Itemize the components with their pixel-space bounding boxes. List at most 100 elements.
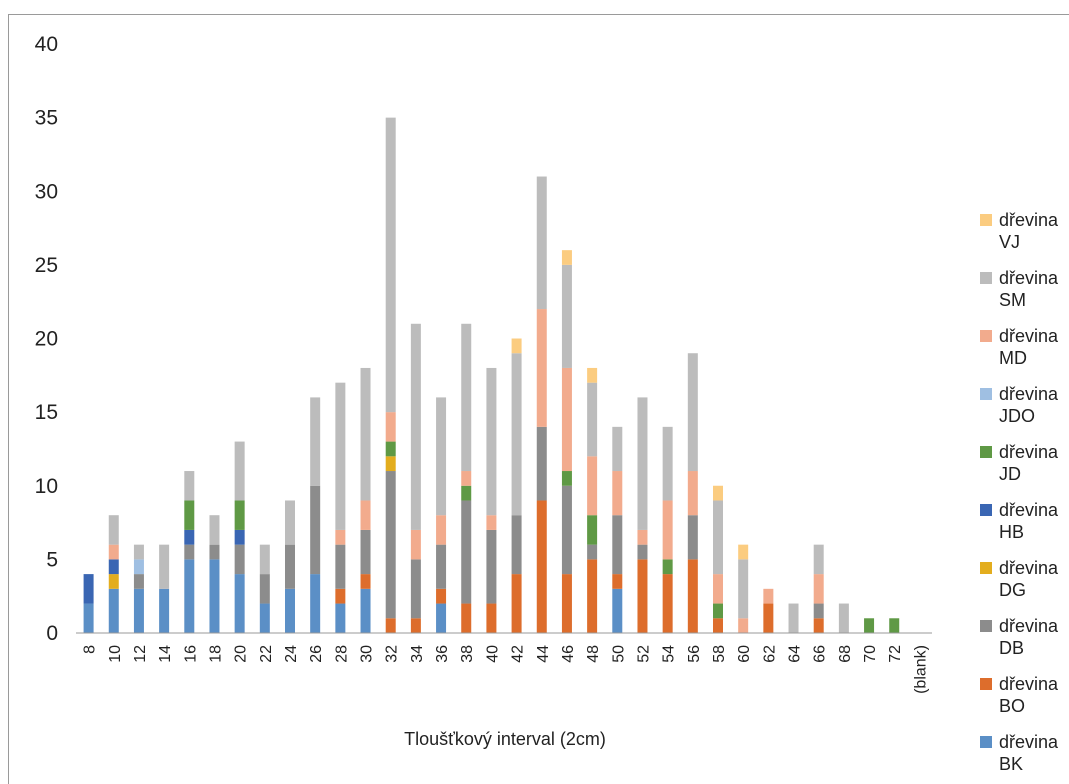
bar-segment — [259, 603, 270, 633]
bar-segment — [662, 426, 673, 501]
bar-segment — [713, 618, 723, 633]
bar-segment — [561, 574, 572, 633]
bar-segment — [335, 382, 346, 530]
chart-frame — [8, 14, 1069, 784]
bar-segment — [536, 176, 547, 310]
bar-segment — [285, 544, 295, 589]
bar-segment — [763, 588, 774, 604]
legend-swatch — [980, 620, 992, 632]
legend-label: dřevina HB — [999, 500, 1059, 542]
legend-label: dřevina JDO — [999, 384, 1059, 426]
bar-segment — [436, 544, 447, 589]
x-tick-label: 68 — [837, 645, 854, 663]
bar-segment — [285, 500, 295, 545]
y-tick-label: 5 — [46, 548, 58, 571]
bar-segment — [259, 574, 270, 604]
bar-segment — [108, 544, 119, 560]
bar-segment — [184, 559, 195, 633]
x-tick-label: 30 — [359, 645, 376, 663]
bar-segment — [637, 529, 648, 545]
x-tick-label: 58 — [711, 645, 728, 663]
y-tick-label: 25 — [35, 254, 58, 277]
x-tick-label: 28 — [333, 645, 350, 663]
bar-segment — [385, 618, 396, 633]
bar-segment — [385, 441, 396, 457]
x-tick-label: 36 — [434, 645, 451, 663]
legend-swatch — [980, 504, 992, 516]
legend-swatch — [980, 736, 992, 748]
bar-segment — [108, 574, 119, 589]
bar-segment — [511, 574, 522, 633]
x-tick-label: 48 — [585, 645, 602, 663]
bar-segment — [410, 618, 421, 633]
x-tick-label: 8 — [82, 645, 99, 654]
bar-segment — [587, 544, 598, 560]
bar-segment — [738, 544, 749, 560]
bar-segment — [637, 559, 648, 633]
legend-label: dřevina VJ — [999, 210, 1059, 252]
bar-segment — [612, 588, 623, 633]
bar-segment — [536, 309, 547, 427]
bar-segment — [486, 515, 497, 530]
bar-segment — [209, 544, 220, 560]
bar-segment — [83, 603, 94, 633]
x-tick-label: 60 — [736, 645, 753, 663]
bar-segment — [687, 559, 698, 633]
bars — [83, 117, 900, 633]
x-tick-label: 70 — [862, 645, 879, 663]
y-tick-label: 10 — [35, 475, 58, 498]
x-tick-label: 72 — [887, 645, 904, 663]
bar-segment — [637, 544, 648, 560]
x-tick-label: 50 — [610, 645, 627, 663]
bar-segment — [360, 500, 371, 530]
x-tick-label: 56 — [686, 645, 703, 663]
y-tick-label: 20 — [35, 328, 58, 351]
bar-segment — [108, 559, 119, 575]
bar-segment — [587, 367, 598, 383]
bar-segment — [713, 574, 723, 604]
bar-segment — [234, 544, 245, 575]
bar-segment — [763, 603, 774, 633]
bar-segment — [536, 500, 547, 633]
bar-segment — [234, 574, 245, 633]
y-tick-label: 40 — [35, 33, 58, 56]
bar-segment — [838, 603, 849, 633]
bar-segment — [813, 603, 824, 619]
bar-segment — [561, 264, 572, 368]
x-tick-label: 32 — [384, 645, 401, 663]
bar-segment — [133, 559, 144, 575]
legend-label: dřevina BK — [999, 732, 1059, 774]
bar-segment — [436, 397, 447, 516]
bar-segment — [461, 485, 472, 501]
x-tick-label: 66 — [812, 645, 829, 663]
bar-segment — [612, 574, 623, 589]
bar-segment — [662, 574, 673, 633]
bar-segment — [813, 544, 824, 575]
x-tick-label: 14 — [157, 645, 174, 663]
legend-swatch — [980, 330, 992, 342]
x-tick-label: (blank) — [912, 645, 929, 694]
bar-segment — [360, 574, 371, 589]
bar-segment — [889, 618, 900, 633]
bar-segment — [536, 426, 547, 501]
bar-segment — [234, 441, 245, 501]
bar-segment — [83, 574, 94, 604]
bar-segment — [108, 588, 119, 633]
bar-segment — [209, 515, 220, 545]
bar-segment — [687, 471, 698, 516]
bar-segment — [410, 529, 421, 560]
bar-segment — [159, 588, 170, 633]
x-axis-title: Tloušťkový interval (2cm) — [404, 729, 606, 749]
bar-segment — [612, 515, 623, 575]
bar-segment — [486, 529, 497, 604]
bar-segment — [864, 618, 875, 633]
bar-segment — [360, 588, 371, 633]
bar-segment — [360, 529, 371, 575]
bar-segment — [385, 471, 396, 619]
bar-segment — [385, 117, 396, 413]
bar-segment — [436, 515, 447, 545]
bar-segment — [561, 367, 572, 472]
bar-segment — [587, 382, 598, 457]
bar-segment — [335, 529, 346, 545]
